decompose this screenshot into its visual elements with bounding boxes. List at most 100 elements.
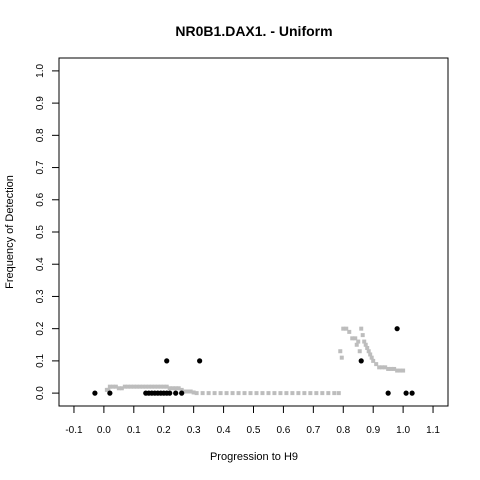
- x-tick-label: 0.8: [336, 425, 350, 436]
- gray-data-point: [308, 391, 313, 396]
- gray-data-point: [284, 391, 289, 396]
- gray-data-point: [368, 352, 373, 357]
- gray-data-point: [146, 384, 151, 389]
- x-tick-label: 0.4: [217, 425, 231, 436]
- x-tick-label: 0.9: [366, 425, 380, 436]
- gray-data-point: [395, 368, 400, 373]
- y-axis-label: Frequency of Detection: [4, 175, 16, 289]
- y-tick-label: 0.9: [35, 96, 46, 110]
- gray-data-point: [119, 386, 124, 391]
- y-tick-label: 1.0: [35, 64, 46, 78]
- gray-data-point: [266, 391, 271, 396]
- x-tick-label: 0.2: [157, 425, 171, 436]
- gray-data-point: [260, 391, 265, 396]
- gray-data-point: [152, 384, 157, 389]
- gray-data-point: [347, 329, 352, 334]
- y-tick-label: 0.6: [35, 192, 46, 206]
- x-tick-label: 0.0: [97, 425, 111, 436]
- gray-data-point: [236, 391, 241, 396]
- series-black-points: [92, 326, 415, 396]
- gray-data-point: [206, 391, 211, 396]
- x-tick-label: 0.5: [247, 425, 261, 436]
- y-tick-label: 0.5: [35, 225, 46, 239]
- gray-data-point: [366, 349, 371, 354]
- x-tick-label: 1.1: [426, 425, 440, 436]
- gray-data-point: [128, 384, 133, 389]
- gray-data-point: [401, 368, 406, 373]
- gray-data-point: [155, 384, 160, 389]
- y-tick-label: 0.0: [35, 386, 46, 400]
- gray-data-point: [336, 391, 341, 396]
- gray-data-point: [158, 384, 163, 389]
- x-tick-label: 1.0: [396, 425, 410, 436]
- gray-data-point: [371, 358, 376, 363]
- gray-data-point: [164, 384, 169, 389]
- gray-data-point: [377, 365, 382, 370]
- gray-data-point: [134, 384, 139, 389]
- gray-data-point: [242, 391, 247, 396]
- gray-data-point: [320, 391, 325, 396]
- gray-data-point: [302, 391, 307, 396]
- gray-data-point: [143, 384, 148, 389]
- gray-data-point: [173, 386, 178, 391]
- gray-data-point: [116, 386, 121, 391]
- black-data-point: [92, 390, 98, 396]
- gray-data-point: [218, 391, 223, 396]
- gray-data-point: [224, 391, 229, 396]
- gray-data-point: [374, 362, 379, 367]
- gray-data-point: [339, 355, 344, 360]
- gray-data-point: [106, 387, 111, 392]
- gray-data-point: [350, 336, 355, 341]
- gray-data-point: [398, 368, 403, 373]
- gray-data-point: [369, 355, 374, 360]
- gray-data-point: [326, 391, 331, 396]
- gray-data-point: [359, 326, 364, 331]
- gray-data-point: [353, 336, 358, 341]
- gray-data-point: [200, 391, 205, 396]
- gray-data-point: [254, 391, 259, 396]
- gray-data-point: [344, 326, 349, 331]
- y-tick-label: 0.3: [35, 289, 46, 303]
- black-data-point: [394, 326, 400, 332]
- black-data-point: [164, 358, 170, 364]
- black-data-point: [409, 390, 415, 396]
- gray-data-point: [272, 391, 277, 396]
- gray-data-point: [149, 384, 154, 389]
- gray-data-point: [356, 339, 361, 344]
- black-data-point: [358, 358, 364, 364]
- gray-data-point: [338, 349, 343, 354]
- gray-data-point: [140, 384, 145, 389]
- gray-data-point: [161, 384, 166, 389]
- x-tick-label: 0.6: [276, 425, 290, 436]
- gray-data-point: [360, 333, 365, 338]
- gray-data-point: [113, 384, 118, 389]
- gray-data-point: [314, 391, 319, 396]
- gray-data-point: [176, 386, 181, 391]
- x-axis-label: Progression to H9: [210, 451, 298, 463]
- gray-data-point: [365, 346, 370, 350]
- y-tick-label: 0.4: [35, 257, 46, 271]
- y-tick-label: 0.2: [35, 321, 46, 335]
- gray-data-point: [188, 389, 193, 394]
- gray-data-point: [389, 366, 394, 371]
- x-tick-label: 0.3: [187, 425, 201, 436]
- black-data-point: [167, 390, 173, 396]
- gray-data-point: [125, 384, 130, 389]
- series-gray-points: [104, 326, 406, 396]
- chart-title: NR0B1.DAX1. - Uniform: [175, 23, 332, 39]
- gray-data-point: [191, 390, 196, 395]
- gray-data-point: [290, 391, 295, 396]
- gray-data-point: [380, 365, 385, 370]
- x-axis: -0.1 0.0 0.1 0.2 0.3 0.4 0.5 0.6 0.7 0.8 0.9 1.0 1.1: [65, 405, 440, 436]
- gray-data-point: [362, 339, 367, 344]
- gray-data-point: [248, 391, 253, 396]
- gray-data-point: [194, 391, 199, 396]
- gray-data-point: [296, 391, 301, 396]
- gray-data-point: [212, 391, 217, 396]
- gray-data-point: [383, 365, 388, 370]
- gray-data-point: [179, 387, 184, 392]
- x-tick-label: 0.7: [306, 425, 320, 436]
- black-data-point: [385, 390, 391, 396]
